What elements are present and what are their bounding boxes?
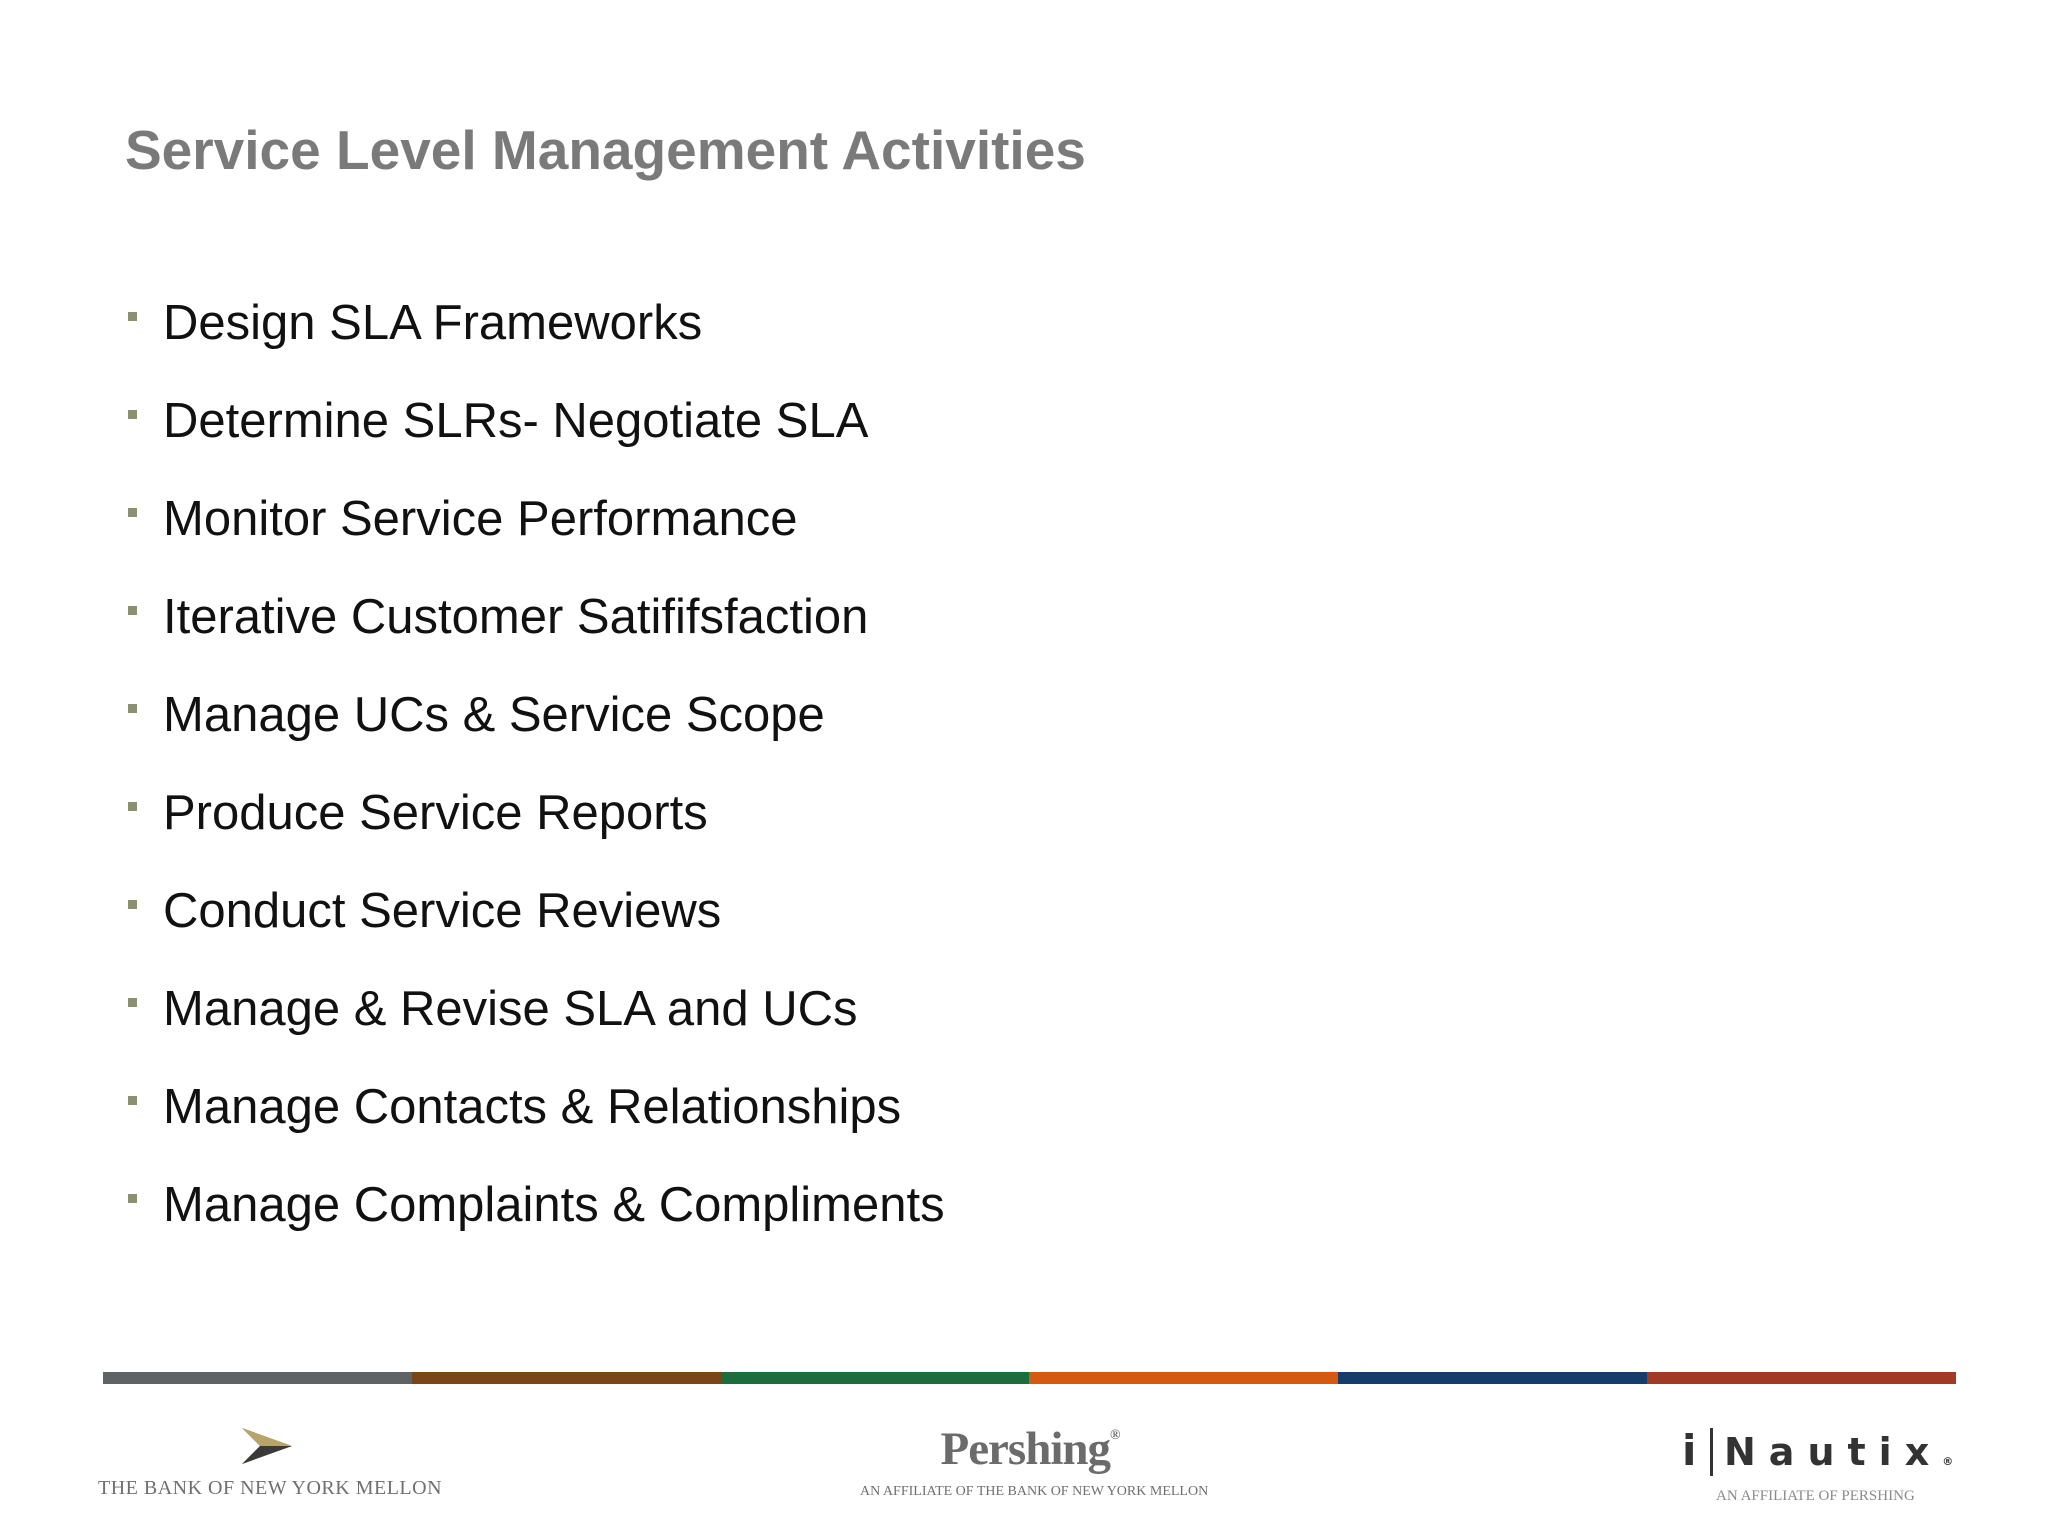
inautix-i: i [1682, 1426, 1697, 1475]
stripe-segment [1338, 1372, 1648, 1384]
inautix-registered-mark: ® [1942, 1455, 1954, 1468]
square-bullet-icon [128, 998, 137, 1007]
slide-title: Service Level Management Activities [125, 119, 1086, 181]
stripe-segment [411, 1372, 721, 1384]
pershing-registered-mark: ® [1110, 1428, 1121, 1443]
square-bullet-icon [128, 606, 137, 615]
bullet-text: Produce Service Reports [163, 786, 708, 840]
bny-mellon-text: THE BANK OF NEW YORK MELLON [98, 1477, 443, 1499]
bullet-text: Determine SLRs- Negotiate SLA [163, 394, 869, 448]
stripe-segment [1029, 1372, 1339, 1384]
bullet-text: Monitor Service Performance [163, 492, 798, 546]
pershing-wordmark: Pershing® [860, 1422, 1200, 1476]
square-bullet-icon [128, 1096, 137, 1105]
bullet-text: Manage Complaints & Compliments [163, 1178, 945, 1232]
bullet-text: Manage UCs & Service Scope [163, 688, 825, 742]
bny-mellon-logo: THE BANK OF NEW YORK MELLON [98, 1426, 442, 1506]
bullet-text: Manage Contacts & Relationships [163, 1080, 902, 1134]
inautix-name: Nautix [1724, 1430, 1943, 1474]
square-bullet-icon [128, 900, 137, 909]
footer-color-stripe [103, 1372, 1956, 1384]
bullet-text: Manage & Revise SLA and UCs [163, 982, 858, 1036]
stripe-segment [720, 1372, 1030, 1384]
inautix-divider [1710, 1428, 1713, 1476]
bullet-text: Design SLA Frameworks [163, 296, 703, 350]
square-bullet-icon [128, 508, 137, 517]
square-bullet-icon [128, 704, 137, 713]
bullet-text: Iterative Customer Satififsfaction [163, 590, 869, 644]
arrow-emblem-icon [242, 1428, 292, 1464]
stripe-segment [1647, 1372, 1956, 1384]
inautix-logo: i Nautix® AN AFFILIATE OF PERSHING [1680, 1426, 1970, 1516]
square-bullet-icon [128, 802, 137, 811]
square-bullet-icon [128, 312, 137, 321]
bullet-text: Conduct Service Reviews [163, 884, 722, 938]
pershing-logo: Pershing® AN AFFILIATE OF THE BANK OF NE… [860, 1422, 1209, 1512]
pershing-tagline: AN AFFILIATE OF THE BANK OF NEW YORK MEL… [860, 1484, 1209, 1499]
pershing-name: Pershing [940, 1423, 1111, 1475]
stripe-segment [103, 1372, 412, 1384]
inautix-tagline: AN AFFILIATE OF PERSHING [1716, 1488, 1915, 1504]
square-bullet-icon [128, 410, 137, 419]
square-bullet-icon [128, 1194, 137, 1203]
inautix-wordmark: Nautix® [1724, 1430, 1953, 1474]
